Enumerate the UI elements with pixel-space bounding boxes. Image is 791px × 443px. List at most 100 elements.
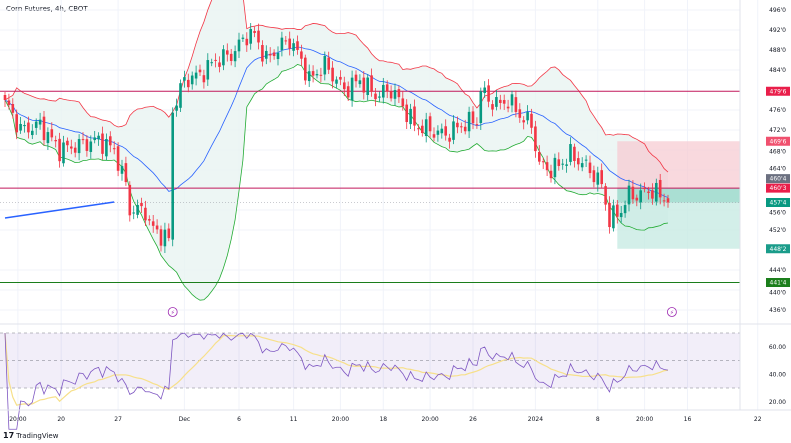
candle-body [549,170,553,179]
lightning-icon[interactable]: ⚡ [667,307,677,317]
time-tick-label: 20:00 [636,416,653,423]
candle-body [3,95,7,100]
candle-body [483,87,486,94]
marker-circle [167,307,178,317]
candle-body [101,133,104,154]
candle-body [463,126,467,132]
time-tick-label: 20:00 [421,416,438,423]
time-tick-label: 26 [469,416,477,423]
candle-body [15,114,18,133]
candle-body [292,43,295,51]
candle-body [666,198,670,203]
candle-body [374,93,377,100]
candle-body [378,96,381,98]
candle-body [34,121,38,128]
candle-body [323,55,327,75]
candle-body [280,37,284,51]
price-label-badge [766,174,790,184]
candle-body [190,75,194,85]
candle-body [272,52,276,57]
candle-body [409,108,412,125]
candle-body [495,97,498,107]
candle-body [623,205,627,214]
candle-body [343,82,346,90]
candle-body [565,164,568,166]
candle-body [592,170,596,183]
candle-body [452,121,455,140]
candle-body [487,85,490,102]
candle-body [385,84,389,92]
candle-body [417,128,420,130]
candle-body [23,125,26,127]
candle-body [304,57,307,81]
candle-body [331,67,334,82]
candle-body [421,125,424,134]
candle-body [584,159,588,161]
candle-body [627,185,631,205]
candle-body [140,202,143,207]
price-label-text: 460'4 [770,176,787,183]
candle-body [46,132,50,144]
lightning-icon[interactable]: ⚡ [167,307,178,317]
candle-body [206,60,210,80]
candle-body [370,75,373,92]
price-tick-label: 452'0 [769,227,786,234]
candle-body [151,221,155,226]
candle-body [573,146,576,161]
candle-body [38,119,42,125]
price-tick-label: 472'0 [769,127,786,134]
candle-body [249,29,252,44]
candle-body [444,126,447,136]
candle-body [198,69,202,73]
candle-body [233,51,237,62]
candle-body [202,75,206,83]
candle-body [366,77,369,96]
candle-body [93,137,96,141]
price-label-badge [766,183,790,193]
rsi-tick-label: 40.00 [769,371,786,378]
candle-body [159,229,163,246]
candle-body [534,126,537,152]
candle-body [475,124,479,126]
candle-body [171,112,174,240]
price-tick-label: 496'0 [769,7,786,14]
price-label-text: 460'3 [770,185,787,192]
stop-loss-zone [617,141,740,189]
candle-body [226,50,229,55]
bollinger-middle-line [4,46,669,198]
candle-body [499,99,502,103]
time-tick-label: 16 [684,416,692,423]
time-tick-label: 20:00 [332,416,349,423]
candle-body [502,100,506,104]
candle-body [647,191,650,193]
candle-body [11,103,15,113]
time-tick-label: 20:00 [9,416,26,423]
candle-body [210,62,213,64]
candle-body [339,76,342,80]
candle-body [120,166,124,174]
price-tick-label: 464'0 [769,166,786,173]
logo-mark: 17 [3,431,15,440]
candle-body [253,31,256,33]
bollinger-upper-line [4,0,669,173]
candle-body [268,53,272,56]
candle-body [112,148,116,150]
candle-body [479,91,483,124]
logo-text: TradingView [16,431,59,440]
candle-body [526,112,529,121]
candle-body [350,77,354,101]
price-label-badge [766,86,790,96]
candle-body [132,212,135,214]
candle-body [70,146,73,149]
candle-body [261,45,264,62]
trend-line [4,201,115,219]
candle-body [588,162,592,174]
candle-body [596,172,600,185]
candle-body [424,119,428,136]
tradingview-logo[interactable]: 17 TradingView [3,431,58,440]
candle-body [553,157,557,178]
candle-body [460,126,463,128]
candle-body [105,138,108,157]
candle-body [401,98,405,107]
